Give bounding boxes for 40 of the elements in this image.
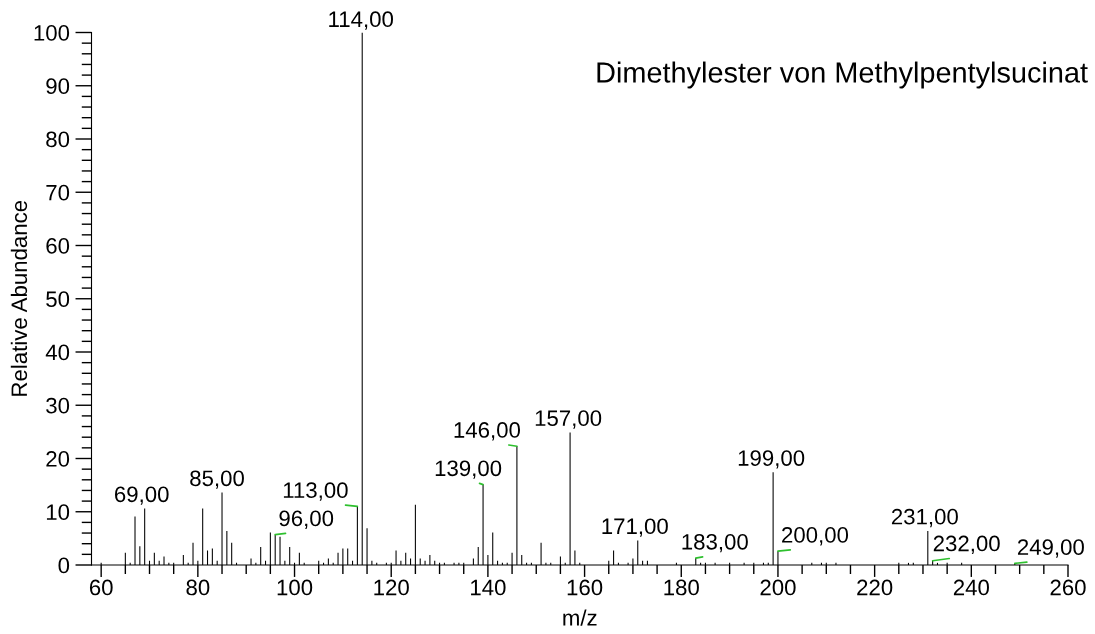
annotation: 69,00	[115, 486, 169, 505]
x-tick-label: 240	[953, 579, 989, 596]
y-axis-title: Relative Abundance	[10, 200, 28, 396]
annotation: 232,00	[933, 535, 1000, 554]
y-tick-label: 10	[46, 504, 70, 521]
annotation: 199,00	[738, 450, 805, 469]
annotation: 113,00	[283, 482, 348, 501]
x-tick-label: 80	[186, 579, 210, 596]
y-tick-label: 80	[46, 131, 70, 148]
annotation: 183,00	[682, 533, 748, 553]
annotation: 200,00	[782, 527, 849, 546]
y-tick-label: 100	[34, 25, 70, 41]
x-tick-label: 60	[89, 579, 113, 596]
text: Dimethylester von Methylpentylsucinat	[597, 61, 1088, 89]
annotation: 157,00	[535, 410, 602, 429]
annotation: 249,00	[1017, 539, 1084, 558]
x-tick-label: 180	[664, 579, 699, 596]
x-tick-label: 260	[1050, 579, 1086, 596]
x-tick-label: 140	[471, 579, 506, 596]
y-tick-label: 30	[46, 397, 70, 414]
y-tick-label: 70	[46, 184, 70, 201]
y-tick-label: 50	[46, 291, 70, 308]
annotation: 85,00	[190, 470, 244, 489]
annotation: 139,00	[435, 460, 502, 479]
annotation: 171,00	[602, 518, 668, 537]
x-axis-title: m/z	[563, 609, 597, 626]
x-tick-label: 160	[567, 579, 603, 596]
x-tick-label: 200	[760, 579, 796, 596]
annotation: 231,00	[891, 508, 958, 528]
y-tick-label: 20	[46, 451, 70, 467]
y-tick-label: 90	[46, 78, 70, 95]
y-tick-label: 0	[58, 557, 70, 574]
x-tick-label: 120	[374, 579, 409, 596]
x-tick-label: 100	[277, 579, 313, 596]
x-tick-label: 220	[857, 579, 893, 596]
annotation: 146,00	[454, 422, 521, 441]
y-tick-label: 40	[45, 344, 70, 361]
y-tick-label: 60	[46, 238, 70, 254]
annotation: 114,00	[329, 11, 394, 30]
annotation: 96,00	[279, 510, 334, 529]
